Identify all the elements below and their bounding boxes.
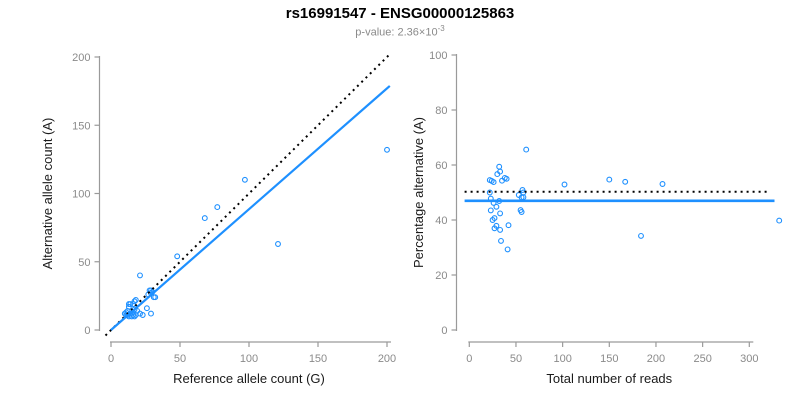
y-tick-label: 60 <box>435 160 447 172</box>
y-axis-title: Percentage alternative (A) <box>411 117 426 268</box>
y-axis-title: Alternative allele count (A) <box>40 118 55 270</box>
page-title: rs16991547 - ENSG00000125863 <box>285 5 515 22</box>
y-tick-label: 200 <box>72 52 90 64</box>
data-point <box>493 222 500 229</box>
data-point <box>131 298 138 305</box>
data-point <box>493 203 500 210</box>
data-point <box>497 226 504 233</box>
identity-line <box>104 54 390 337</box>
data-point <box>132 297 139 303</box>
y-tick-label: 100 <box>429 50 447 62</box>
data-point <box>606 176 613 183</box>
x-tick-label: 300 <box>740 353 758 365</box>
data-point <box>201 215 208 222</box>
data-point <box>152 294 159 301</box>
data-point <box>137 272 143 279</box>
data-point <box>489 217 496 223</box>
data-point <box>214 204 221 211</box>
x-tick-label: 200 <box>647 353 665 365</box>
data-point <box>638 232 644 239</box>
x-tick-label: 200 <box>378 353 396 365</box>
data-point <box>148 287 154 294</box>
y-tick-label: 0 <box>441 325 447 337</box>
x-tick-label: 50 <box>174 353 186 365</box>
y-tick-label: 80 <box>435 105 447 117</box>
data-point <box>490 179 497 186</box>
data-point <box>384 146 390 153</box>
data-point <box>487 207 494 214</box>
data-point <box>130 301 137 308</box>
data-point <box>523 146 530 153</box>
data-point <box>494 171 501 178</box>
data-point <box>504 246 511 253</box>
x-tick-label: 150 <box>600 353 618 365</box>
data-point <box>776 217 783 224</box>
p-value-text: p-value: 2.36×10 <box>355 26 438 39</box>
data-point <box>505 222 512 229</box>
data-point <box>496 163 503 170</box>
p-value-exponent: -3 <box>437 24 445 33</box>
y-tick-label: 40 <box>435 215 447 227</box>
x-axis-title: Reference allele count (G) <box>173 371 325 386</box>
data-point <box>622 178 629 185</box>
data-point <box>498 237 504 244</box>
data-point <box>241 176 248 183</box>
x-tick-label: 0 <box>466 353 472 365</box>
x-tick-label: 50 <box>510 353 522 365</box>
data-point <box>139 312 146 318</box>
regression-line <box>110 85 391 331</box>
data-point <box>174 253 181 260</box>
allele-count-scatter: 0 50 100 150 200 0 50 100 150 200 Reference allele… <box>40 52 396 386</box>
data-point <box>497 210 504 217</box>
data-point <box>275 241 281 247</box>
data-point <box>130 312 137 318</box>
data-point <box>143 305 150 312</box>
x-tick-label: 150 <box>309 353 327 365</box>
x-tick-label: 0 <box>108 353 114 365</box>
data-point <box>561 181 568 188</box>
x-tick-label: 100 <box>240 353 258 365</box>
data-point <box>148 310 154 317</box>
y-tick-label: 20 <box>435 270 447 282</box>
y-tick-label: 150 <box>72 120 90 132</box>
x-tick-label: 250 <box>693 353 711 365</box>
data-point <box>518 209 525 215</box>
x-axis-title: Total number of reads <box>546 371 672 386</box>
y-tick-label: 0 <box>84 325 90 337</box>
y-tick-label: 100 <box>72 189 90 201</box>
data-point <box>659 181 666 187</box>
percentage-scatter: 0 20 40 60 80 100 0 50 100 150 200 250 300 Total numb… <box>411 50 783 386</box>
x-tick-label: 100 <box>553 353 571 365</box>
p-value-subtitle: p-value: 2.36×10-3 <box>0 24 800 39</box>
data-point <box>486 189 493 196</box>
y-tick-label: 50 <box>78 257 90 269</box>
data-point <box>131 313 138 320</box>
data-point <box>503 175 510 182</box>
